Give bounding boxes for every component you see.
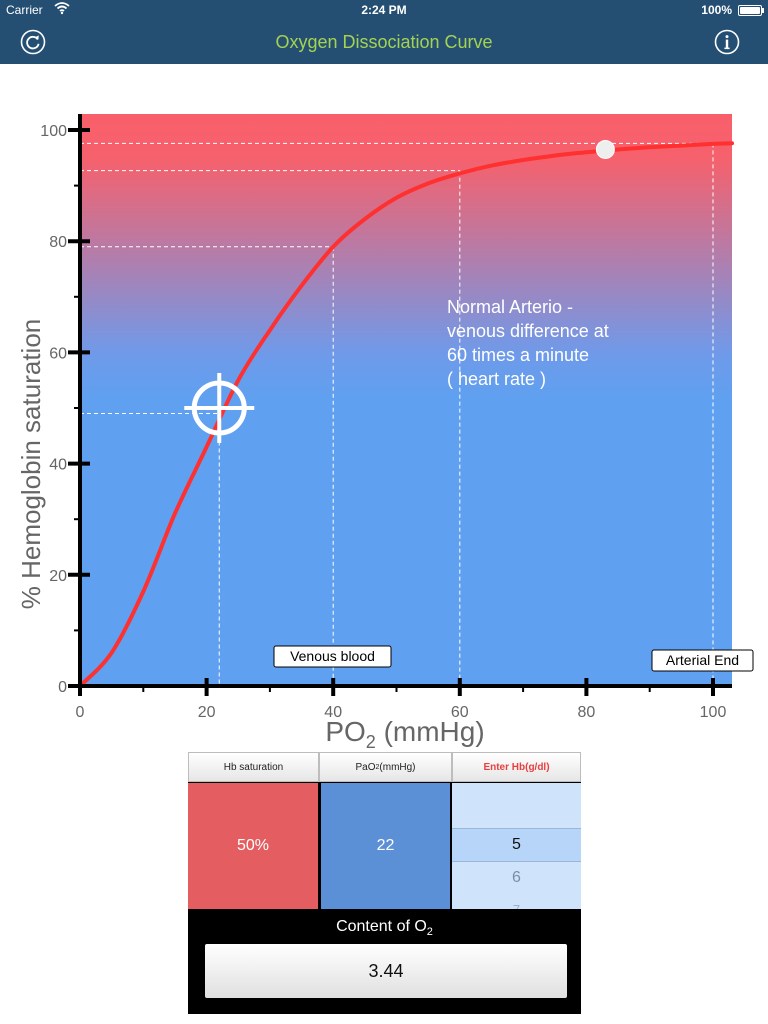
nav-title: Oxygen Dissociation Curve	[275, 32, 493, 52]
arterial-end-label: Arterial End	[651, 649, 754, 672]
x-tick-label: 40	[324, 704, 342, 721]
x-tick-label: 80	[578, 704, 596, 721]
annotation-line: 60 times a minute	[447, 345, 589, 365]
dissociation-curve	[78, 141, 734, 688]
pao2-header: PaO 2 (mmHg)	[319, 752, 452, 782]
info-icon[interactable]	[714, 29, 740, 55]
content-o2-value: 3.44	[205, 944, 567, 998]
svg-text:Venous blood: Venous blood	[290, 648, 375, 664]
content-o2-label: Content of O2	[336, 918, 433, 939]
enter-hb-header: Enter Hb(g/dl)	[452, 752, 581, 782]
x-tick-label: 100	[700, 704, 727, 721]
x-tick-label: 0	[76, 704, 85, 721]
status-time: 2:24 PM	[361, 3, 407, 17]
annotation-line: Normal Arterio -	[447, 297, 573, 317]
battery-icon	[738, 5, 764, 16]
nav-bar: Oxygen Dissociation Curve	[0, 20, 768, 64]
carrier-label: Carrier	[6, 3, 43, 17]
picker-option[interactable]: 7	[512, 901, 521, 910]
curve-marker[interactable]	[595, 139, 615, 159]
oxygen-dissociation-chart: 0 20 40 60 80 100 0 20 40 60 80 100 Normal Arterio …	[16, 114, 754, 752]
y-tick-label: 100	[40, 123, 67, 140]
annotation-line: ( heart rate )	[447, 369, 546, 389]
y-tick-label: 20	[49, 568, 67, 585]
y-tick-label: 60	[49, 345, 67, 362]
chart-area: 0 20 40 60 80 100 0 20 40 60 80 100 Normal Arterio …	[0, 64, 768, 752]
x-tick-label: 20	[198, 704, 216, 721]
x-axis-label: PO2 (mmHg)	[325, 716, 484, 752]
hb-saturation-header: Hb saturation	[188, 752, 319, 782]
picker-option-selected[interactable]: 5	[452, 828, 581, 862]
y-tick-label: 80	[49, 234, 67, 251]
annotation-text: Normal Arterio - venous difference at 60 t…	[447, 297, 609, 389]
status-bar: Carrier 2:24 PM 100%	[0, 0, 768, 20]
wifi-icon	[54, 1, 70, 18]
hb-saturation-value: 50%	[188, 783, 318, 909]
annotation-line: venous difference at	[447, 321, 609, 341]
y-tick-label: 40	[49, 457, 67, 474]
crosshair-icon[interactable]	[184, 373, 255, 443]
battery-percent: 100%	[701, 3, 732, 17]
picker-option[interactable]: 6	[512, 869, 521, 886]
picker-empty-row	[452, 783, 581, 815]
venous-blood-label: Venous blood	[273, 645, 392, 668]
svg-text:Arterial End: Arterial End	[666, 652, 739, 668]
refresh-icon[interactable]	[20, 29, 46, 55]
plot-background	[80, 114, 732, 686]
data-table: Hb saturation PaO 2 (mmHg) Enter Hb(g/dl)…	[188, 752, 581, 1014]
hb-picker[interactable]: 5 6 7	[452, 783, 581, 909]
y-axis-label: % Hemoglobin saturation	[16, 319, 46, 610]
pao2-value: 22	[321, 783, 450, 909]
y-tick-label: 0	[58, 679, 67, 696]
x-tick-label: 60	[451, 704, 469, 721]
